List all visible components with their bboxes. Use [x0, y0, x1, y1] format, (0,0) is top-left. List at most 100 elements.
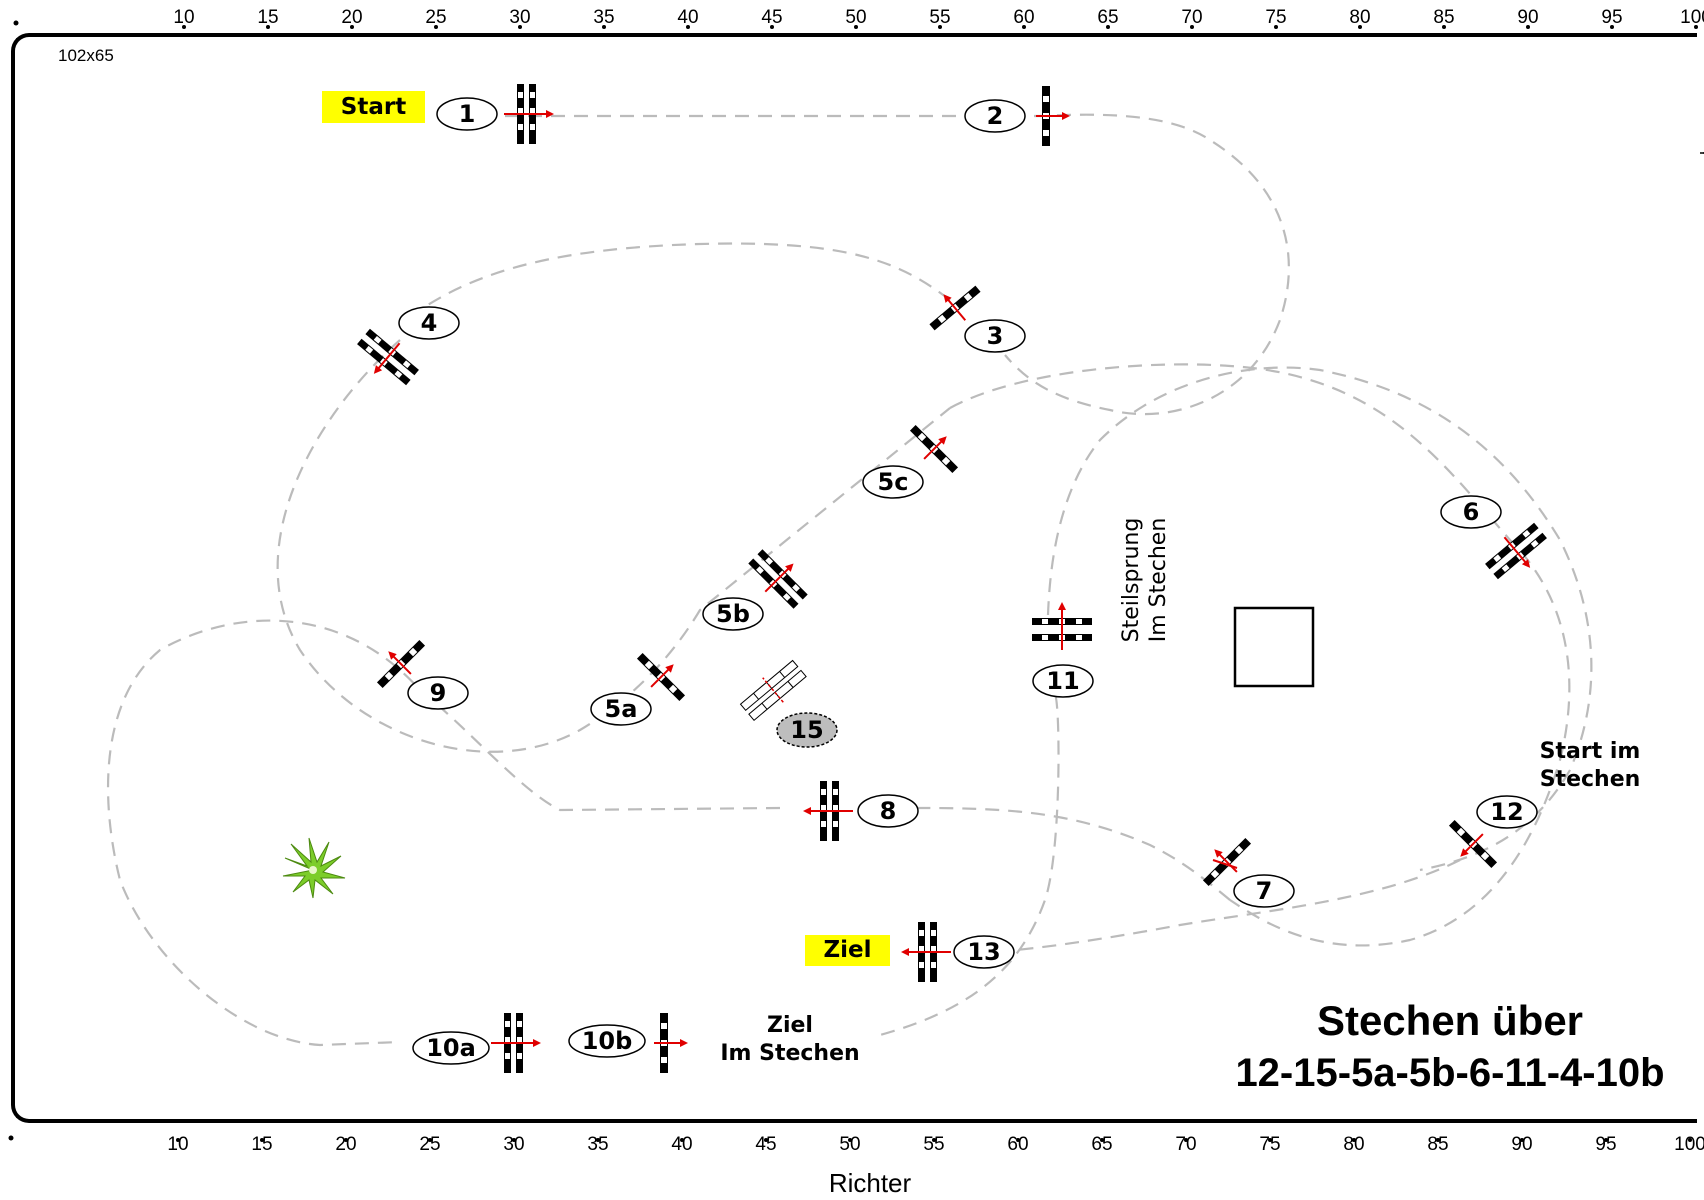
obstacle-12 — [1448, 819, 1498, 869]
ruler-tick-dot — [1100, 1138, 1104, 1142]
obstacle-7 — [1202, 837, 1252, 887]
obstacle-number-text: 13 — [967, 938, 1000, 966]
ruler-tick-label: 30 — [509, 7, 531, 28]
ruler-tick-dot — [1016, 1138, 1020, 1142]
ruler-tick-dot — [1520, 1138, 1524, 1142]
ruler-tick-dot — [1358, 25, 1362, 29]
obstacle-number-text: 2 — [987, 102, 1004, 130]
ruler-tick-dot — [266, 25, 270, 29]
ruler-tick-dot — [770, 25, 774, 29]
ruler-tick-label: 25 — [419, 1134, 441, 1155]
jumpoff-finish-line2: Im Stechen — [720, 1041, 860, 1066]
obstacle-1 — [504, 84, 554, 144]
obstacle-number-10b: 10b — [568, 1024, 646, 1058]
ruler-tick-label: 15 — [257, 7, 279, 28]
ruler-tick-dot — [1526, 25, 1530, 29]
ruler-tick-label: 45 — [761, 7, 783, 28]
obstacle-number-text: 6 — [1463, 498, 1480, 526]
route-path — [106, 113, 1593, 1047]
ruler-tick-dot — [1352, 1138, 1356, 1142]
entrance-arrow — [1700, 152, 1704, 154]
ruler-tick-dot — [1184, 1138, 1188, 1142]
ruler-tick-label: 50 — [839, 1134, 861, 1155]
ruler-tick-dot — [1106, 25, 1110, 29]
ruler-tick-label: 55 — [923, 1134, 945, 1155]
ruler-tick-label: 45 — [755, 1134, 777, 1155]
ruler-tick-dot — [1604, 1138, 1608, 1142]
ruler-tick-dot — [176, 1138, 180, 1142]
obstacle-number-text: 5c — [878, 468, 909, 496]
ruler-tick-label: 10 — [173, 7, 195, 28]
plant-icon — [282, 837, 346, 899]
ruler-tick-dot — [428, 1138, 432, 1142]
obstacle-number-text: 5a — [605, 695, 638, 723]
obstacle-8 — [803, 781, 853, 841]
vertical-jump-line1: Steilsprung — [1119, 517, 1144, 643]
ruler-tick-label: 40 — [677, 7, 699, 28]
obstacle-number-6: 6 — [1440, 495, 1502, 529]
obstacle-9 — [376, 639, 426, 689]
ruler-tick-dot — [1190, 25, 1194, 29]
arena-boundary — [11, 33, 1697, 1123]
obstacle-number-text: 3 — [987, 322, 1004, 350]
ruler-tick-label: 25 — [425, 7, 447, 28]
ruler-tick-dot — [518, 25, 522, 29]
square-marker — [1233, 606, 1315, 688]
ruler-tick-dot — [596, 1138, 600, 1142]
ruler-tick-dot — [182, 25, 186, 29]
obstacle-number-text: 11 — [1046, 667, 1079, 695]
ruler-tick-label: 85 — [1433, 7, 1455, 28]
obstacle-number-3: 3 — [964, 319, 1026, 353]
ruler-tick-label: 60 — [1013, 7, 1035, 28]
ruler-tick-label: 80 — [1343, 1134, 1365, 1155]
corner-dot — [13, 20, 19, 26]
ruler-tick-label: 100 — [1680, 7, 1704, 28]
ruler-tick-label: 35 — [587, 1134, 609, 1155]
obstacle-number-text: 5b — [716, 600, 750, 628]
jumpoff-start-line2: Stechen — [1539, 767, 1641, 792]
ruler-tick-label: 30 — [503, 1134, 525, 1155]
obstacle-number-10a: 10a — [412, 1031, 490, 1065]
obstacle-number-text: 9 — [430, 679, 447, 707]
obstacle-number-text: 10b — [582, 1027, 633, 1055]
vertical-jump-line2: Im Stechen — [1146, 517, 1171, 643]
obstacle-10b — [654, 1013, 688, 1073]
ruler-tick-dot — [344, 1138, 348, 1142]
obstacle-number-text: 4 — [421, 309, 438, 337]
ruler-tick-dot — [1442, 25, 1446, 29]
ruler-tick-label: 60 — [1007, 1134, 1029, 1155]
ruler-tick-label: 20 — [335, 1134, 357, 1155]
ruler-tick-dot — [854, 25, 858, 29]
obstacle-3 — [929, 285, 981, 331]
ruler-tick-dot — [1022, 25, 1026, 29]
finish-label: Ziel — [805, 935, 890, 966]
ruler-top: 10 15 20 25 30 35 40 45 50 55 60 65 70 75 80 85 90 95 100 — [0, 3, 1704, 33]
ruler-tick-label: 40 — [671, 1134, 693, 1155]
obstacle-4 — [357, 328, 419, 386]
ruler-tick-dot — [848, 1138, 852, 1142]
ruler-tick-label: 65 — [1091, 1134, 1113, 1155]
ruler-tick-dot — [602, 25, 606, 29]
obstacle-5b — [748, 549, 808, 609]
obstacle-15 — [739, 659, 807, 721]
obstacle-10a — [491, 1013, 541, 1073]
ruler-tick-dot — [350, 25, 354, 29]
start-label: Start — [322, 91, 425, 123]
ruler-tick-dot — [260, 1138, 264, 1142]
ruler-tick-label: 65 — [1097, 7, 1119, 28]
jumpoff-finish-note: Ziel Im Stechen — [690, 1012, 890, 1068]
ruler-tick-dot — [434, 25, 438, 29]
ruler-tick-label: 95 — [1595, 1134, 1617, 1155]
obstacle-number-13: 13 — [953, 935, 1015, 969]
jumpoff-finish-line1: Ziel — [767, 1013, 813, 1038]
obstacle-number-15: 15 — [776, 712, 838, 748]
ruler-tick-dot — [1436, 1138, 1440, 1142]
jumpoff-title-line2: 12-15-5a-5b-6-11-4-10b — [1235, 1051, 1665, 1095]
obstacle-number-text: 12 — [1490, 798, 1523, 826]
ruler-tick-label: 20 — [341, 7, 363, 28]
jumpoff-start-line1: Start im — [1539, 739, 1641, 764]
ruler-tick-label: 100 — [1674, 1134, 1704, 1155]
obstacle-2 — [1036, 86, 1070, 146]
